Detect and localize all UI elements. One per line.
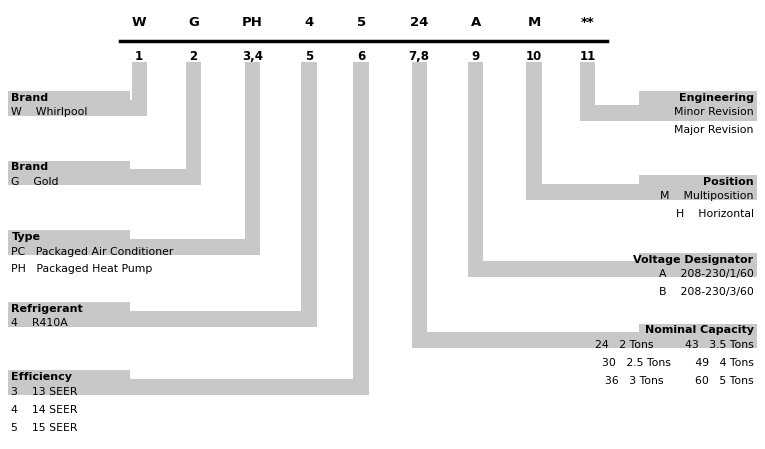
Text: Position: Position [703,177,754,187]
Text: Brand: Brand [11,163,49,172]
Bar [8,302,130,316]
Text: H    Horizontal: H Horizontal [675,209,754,219]
Text: 7,8: 7,8 [409,50,430,63]
Text: 4    R410A: 4 R410A [11,318,68,328]
Bar [245,62,260,247]
Bar [639,175,757,189]
Text: **: ** [581,16,594,29]
Bar [353,62,369,387]
Text: Type: Type [11,232,41,242]
Bar [8,379,369,395]
Text: A    208-230/1/60: A 208-230/1/60 [659,269,754,279]
Text: Brand: Brand [11,93,49,103]
Text: Refrigerant: Refrigerant [11,304,83,314]
Text: Major Revision: Major Revision [674,125,754,135]
Text: 36   3 Tons         60   5 Tons: 36 3 Tons 60 5 Tons [605,376,754,386]
Text: Engineering: Engineering [679,93,754,103]
Text: 4: 4 [304,16,314,29]
Text: PC   Packaged Air Conditioner: PC Packaged Air Conditioner [11,247,174,256]
Bar [412,62,427,340]
Text: 1: 1 [135,50,143,63]
Text: 5: 5 [305,50,313,63]
Bar [8,311,317,327]
Bar [639,91,757,105]
Text: M: M [527,16,541,29]
Text: PH: PH [242,16,263,29]
Text: A: A [470,16,481,29]
Text: W: W [132,16,147,29]
Bar [526,184,757,200]
Text: 10: 10 [526,50,542,63]
Text: Nominal Capacity: Nominal Capacity [645,326,754,335]
Bar [8,169,201,185]
Text: B    208-230/3/60: B 208-230/3/60 [659,287,754,297]
Text: G: G [188,16,199,29]
Text: Minor Revision: Minor Revision [674,107,754,117]
Bar [580,105,757,121]
Text: 24: 24 [410,16,428,29]
Text: 5: 5 [356,16,366,29]
Bar [8,230,130,244]
Text: 3    13 SEER: 3 13 SEER [11,387,78,396]
Text: Voltage Designator: Voltage Designator [633,255,754,264]
Bar [132,62,147,108]
Text: 6: 6 [357,50,365,63]
Bar [412,332,757,348]
Bar [580,62,595,113]
Bar [8,239,260,255]
Text: 30   2.5 Tons       49   4 Tons: 30 2.5 Tons 49 4 Tons [601,358,754,368]
Text: 2: 2 [190,50,197,63]
Bar [639,253,757,266]
Bar [186,62,201,177]
Bar [468,62,483,269]
Bar [526,62,542,192]
Text: 9: 9 [472,50,480,63]
Text: 24   2 Tons         43   3.5 Tons: 24 2 Tons 43 3.5 Tons [594,340,754,350]
Bar [8,100,147,116]
Bar [8,161,130,174]
Text: W    Whirlpool: W Whirlpool [11,107,88,117]
Bar [639,324,757,337]
Text: 4    14 SEER: 4 14 SEER [11,405,78,414]
Text: 11: 11 [579,50,596,63]
Bar [301,62,317,319]
Bar [468,261,757,277]
Text: PH   Packaged Heat Pump: PH Packaged Heat Pump [11,264,153,274]
Bar [8,91,130,105]
Text: G    Gold: G Gold [11,177,59,187]
Text: M    Multiposition: M Multiposition [660,191,754,201]
Text: 5    15 SEER: 5 15 SEER [11,423,78,432]
Text: 3,4: 3,4 [242,50,263,63]
Bar [8,370,130,384]
Text: Efficiency: Efficiency [11,372,73,382]
